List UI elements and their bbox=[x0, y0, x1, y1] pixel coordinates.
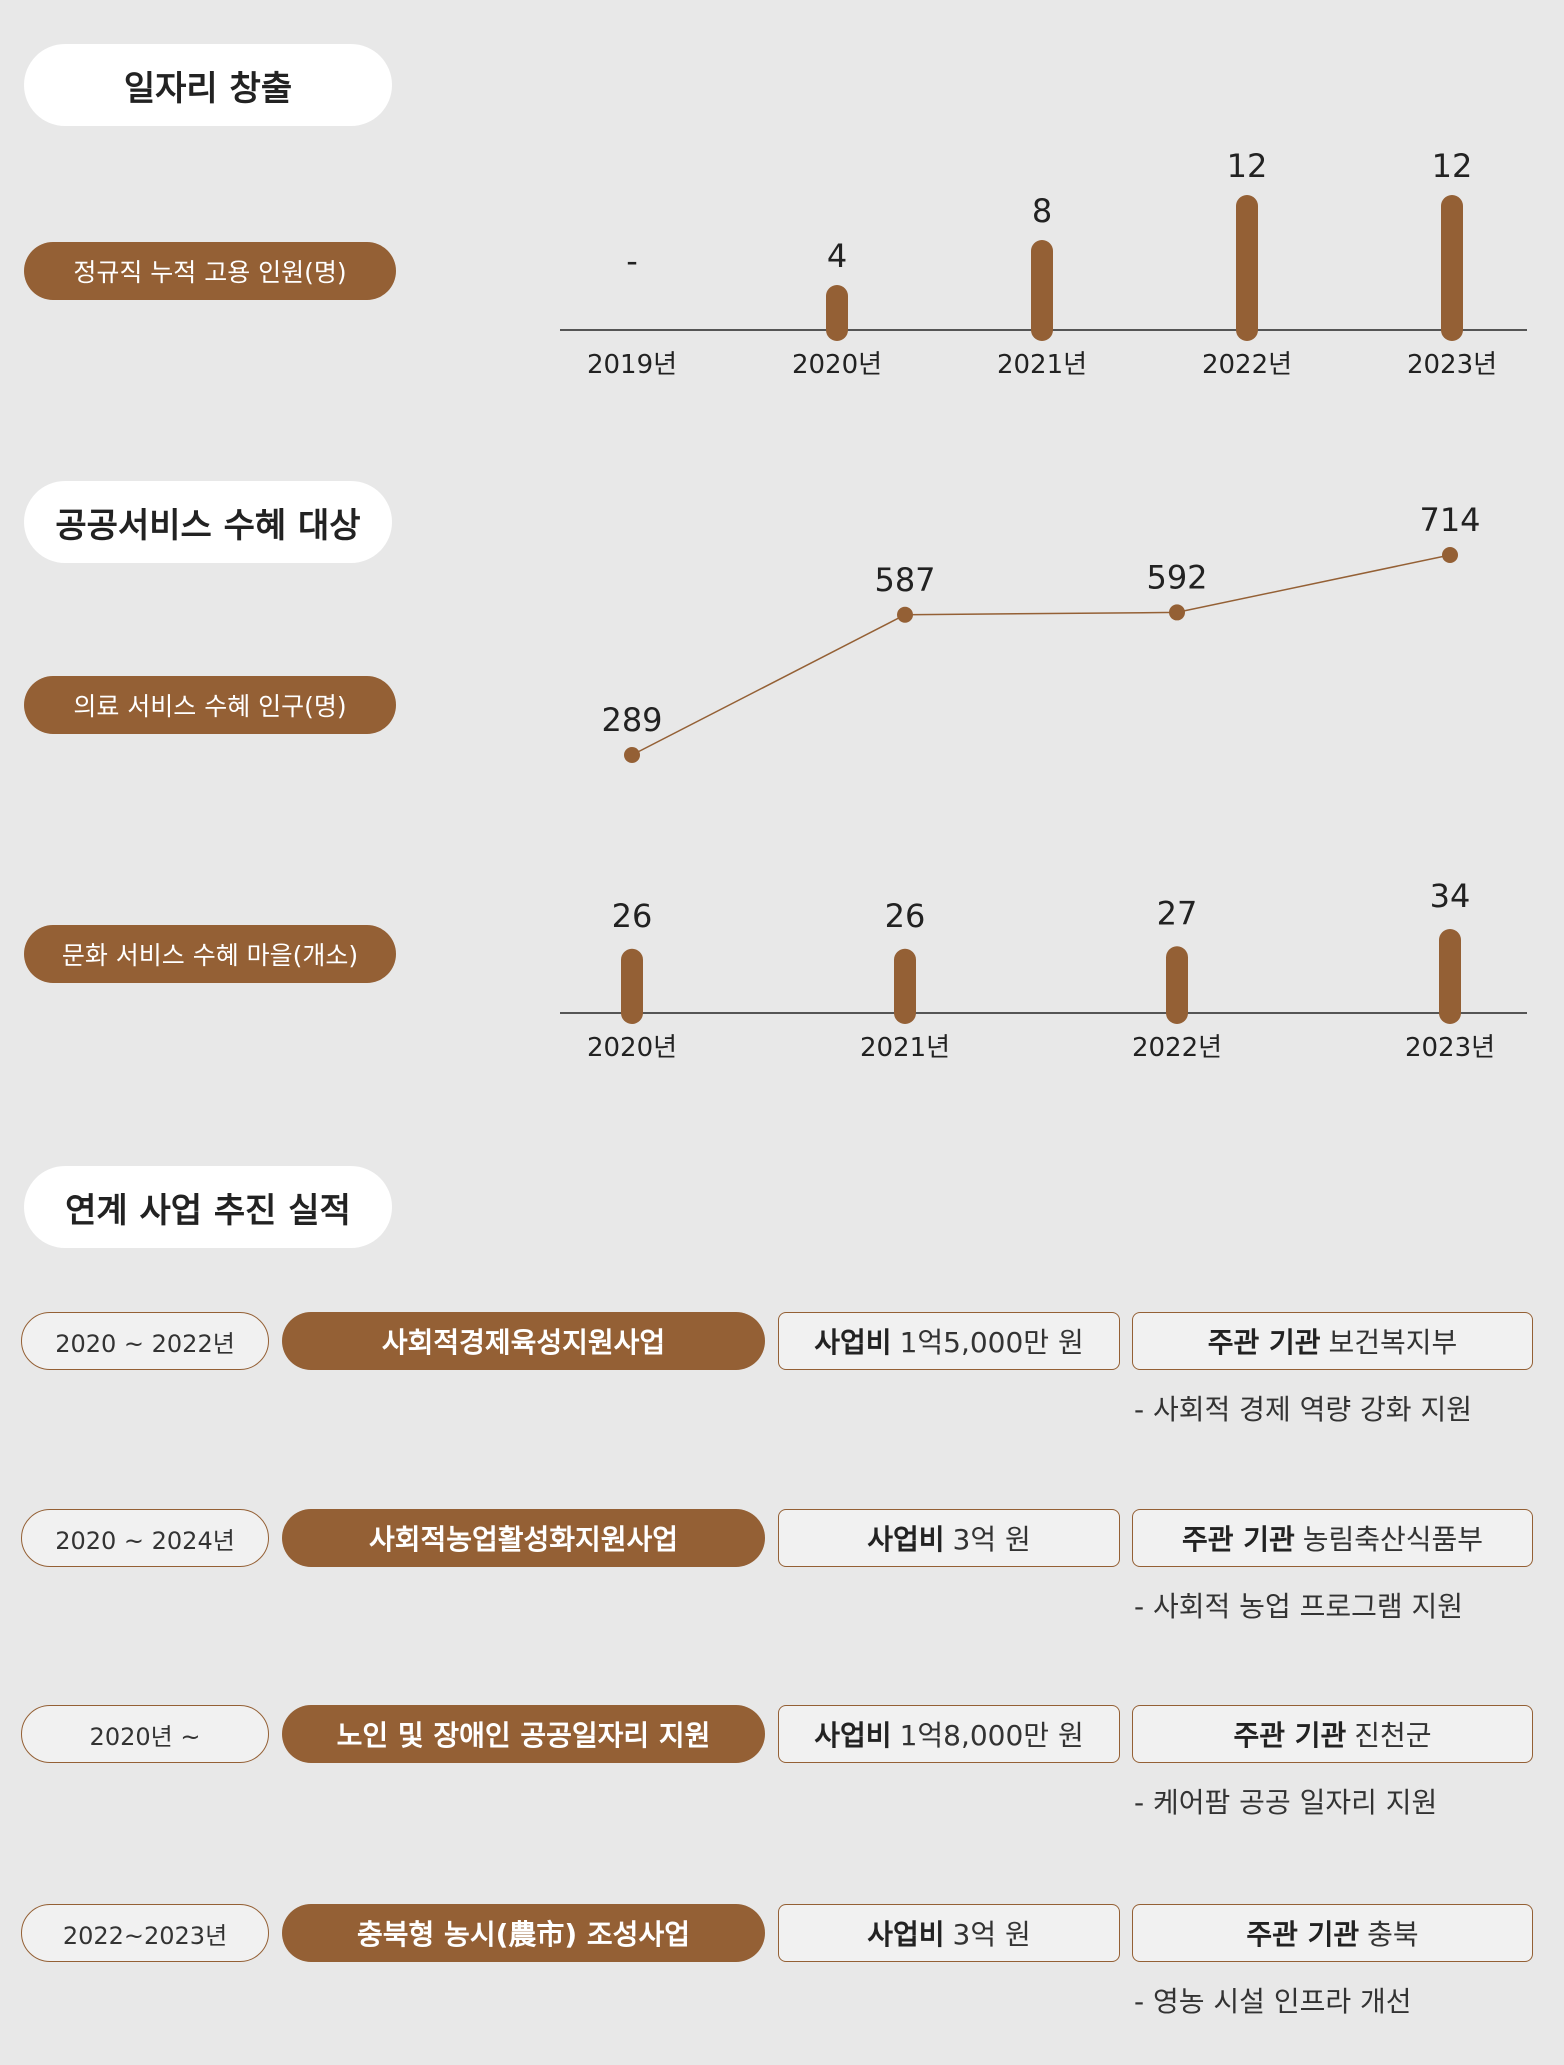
project-agency: 주관 기관 충북 bbox=[1132, 1904, 1533, 1962]
agency-value: 진천군 bbox=[1354, 1719, 1432, 1752]
agency-value: 농림축산식품부 bbox=[1302, 1523, 1484, 1556]
x-tick-label: 2021년 bbox=[860, 1033, 950, 1063]
budget-label: 사업비 bbox=[867, 1523, 945, 1556]
data-label: 27 bbox=[1157, 894, 1198, 932]
project-period: 2020 ~ 2024년 bbox=[21, 1509, 269, 1567]
budget-value: 3억 원 bbox=[952, 1523, 1031, 1556]
project-budget: 사업비 3억 원 bbox=[778, 1904, 1120, 1962]
data-label: 26 bbox=[885, 897, 926, 935]
data-label: 26 bbox=[612, 897, 653, 935]
data-point bbox=[1169, 604, 1185, 621]
budget-label: 사업비 bbox=[814, 1719, 892, 1752]
x-tick-label: 2020년 bbox=[587, 1033, 677, 1063]
data-label: - bbox=[626, 242, 638, 280]
project-agency: 주관 기관 농림축산식품부 bbox=[1132, 1509, 1533, 1567]
series-line bbox=[631, 554, 1451, 756]
data-label: 587 bbox=[874, 561, 935, 599]
project-name: 충북형 농시(農市) 조성사업 bbox=[282, 1904, 765, 1962]
project-row: 2020 ~ 2022년 사회적경제육성지원사업 사업비 1억5,000만 원 … bbox=[0, 1312, 1564, 1432]
data-label: 12 bbox=[1432, 147, 1473, 185]
project-row: 2020년 ~ 노인 및 장애인 공공일자리 지원 사업비 1억8,000만 원… bbox=[0, 1705, 1564, 1825]
x-tick-label: 2023년 bbox=[1407, 350, 1497, 380]
section-title-public-services: 공공서비스 수혜 대상 bbox=[24, 481, 392, 563]
x-tick-label: 2021년 bbox=[997, 350, 1087, 380]
project-period: 2020년 ~ bbox=[21, 1705, 269, 1763]
data-label: 4 bbox=[827, 237, 847, 275]
project-name: 사회적경제육성지원사업 bbox=[282, 1312, 765, 1370]
data-label: 12 bbox=[1227, 147, 1268, 185]
project-row: 2022~2023년 충북형 농시(農市) 조성사업 사업비 3억 원 주관 기… bbox=[0, 1904, 1564, 2024]
bar bbox=[1236, 195, 1258, 341]
metric-label-culture: 문화 서비스 수혜 마을(개소) bbox=[24, 925, 396, 983]
agency-label: 주관 기관 bbox=[1207, 1326, 1321, 1359]
budget-label: 사업비 bbox=[867, 1918, 945, 1951]
agency-value: 보건복지부 bbox=[1328, 1326, 1458, 1359]
project-name: 노인 및 장애인 공공일자리 지원 bbox=[282, 1705, 765, 1763]
project-agency: 주관 기관 보건복지부 bbox=[1132, 1312, 1533, 1370]
metric-label-jobs: 정규직 누적 고용 인원(명) bbox=[24, 242, 396, 300]
project-budget: 사업비 1억8,000만 원 bbox=[778, 1705, 1120, 1763]
section-title-jobs: 일자리 창출 bbox=[24, 44, 392, 126]
project-note: - 사회적 농업 프로그램 지원 bbox=[1134, 1590, 1464, 1623]
bar bbox=[621, 948, 643, 1024]
bar bbox=[894, 948, 916, 1024]
x-tick-label: 2022년 bbox=[1202, 350, 1292, 380]
bar bbox=[1441, 195, 1463, 341]
project-budget: 사업비 1억5,000만 원 bbox=[778, 1312, 1120, 1370]
project-agency: 주관 기관 진천군 bbox=[1132, 1705, 1533, 1763]
bar bbox=[826, 285, 848, 341]
project-row: 2020 ~ 2024년 사회적농업활성화지원사업 사업비 3억 원 주관 기관… bbox=[0, 1509, 1564, 1629]
bar bbox=[1031, 240, 1053, 341]
project-period: 2020 ~ 2022년 bbox=[21, 1312, 269, 1370]
bar bbox=[1439, 929, 1461, 1024]
bar bbox=[1166, 946, 1188, 1024]
data-label: 289 bbox=[601, 701, 662, 739]
agency-label: 주관 기관 bbox=[1233, 1719, 1347, 1752]
budget-value: 3억 원 bbox=[952, 1918, 1031, 1951]
culture-bar-chart: 26 2020년 26 2021년 27 2022년 34 2023년 bbox=[560, 877, 1527, 1063]
x-tick-label: 2019년 bbox=[587, 350, 677, 380]
data-point bbox=[624, 747, 640, 763]
agency-label: 주관 기관 bbox=[1181, 1523, 1295, 1556]
project-name: 사회적농업활성화지원사업 bbox=[282, 1509, 765, 1567]
data-point bbox=[1442, 547, 1458, 563]
data-label: 592 bbox=[1146, 558, 1207, 596]
budget-label: 사업비 bbox=[814, 1326, 892, 1359]
x-tick-label: 2023년 bbox=[1405, 1033, 1495, 1063]
data-point bbox=[897, 606, 913, 623]
project-note: - 케어팜 공공 일자리 지원 bbox=[1134, 1786, 1438, 1819]
jobs-bar-chart: - 2019년 4 2020년 8 2021년 12 2022년 12 2023년 bbox=[560, 147, 1527, 380]
agency-value: 충북 bbox=[1367, 1918, 1419, 1951]
data-label: 8 bbox=[1032, 192, 1052, 230]
project-note: - 영농 시설 인프라 개선 bbox=[1134, 1985, 1412, 2018]
budget-value: 1억5,000만 원 bbox=[899, 1326, 1084, 1359]
x-tick-label: 2020년 bbox=[792, 350, 882, 380]
x-tick-label: 2022년 bbox=[1132, 1033, 1222, 1063]
data-label: 714 bbox=[1419, 501, 1480, 539]
agency-label: 주관 기관 bbox=[1246, 1918, 1360, 1951]
project-period: 2022~2023년 bbox=[21, 1904, 269, 1962]
medical-line-chart: 289 587 592 714 bbox=[601, 501, 1481, 763]
budget-value: 1억8,000만 원 bbox=[899, 1719, 1084, 1752]
data-label: 34 bbox=[1430, 877, 1471, 915]
section-title-projects: 연계 사업 추진 실적 bbox=[24, 1166, 392, 1248]
metric-label-medical: 의료 서비스 수혜 인구(명) bbox=[24, 676, 396, 734]
project-note: - 사회적 경제 역량 강화 지원 bbox=[1134, 1393, 1472, 1426]
project-budget: 사업비 3억 원 bbox=[778, 1509, 1120, 1567]
